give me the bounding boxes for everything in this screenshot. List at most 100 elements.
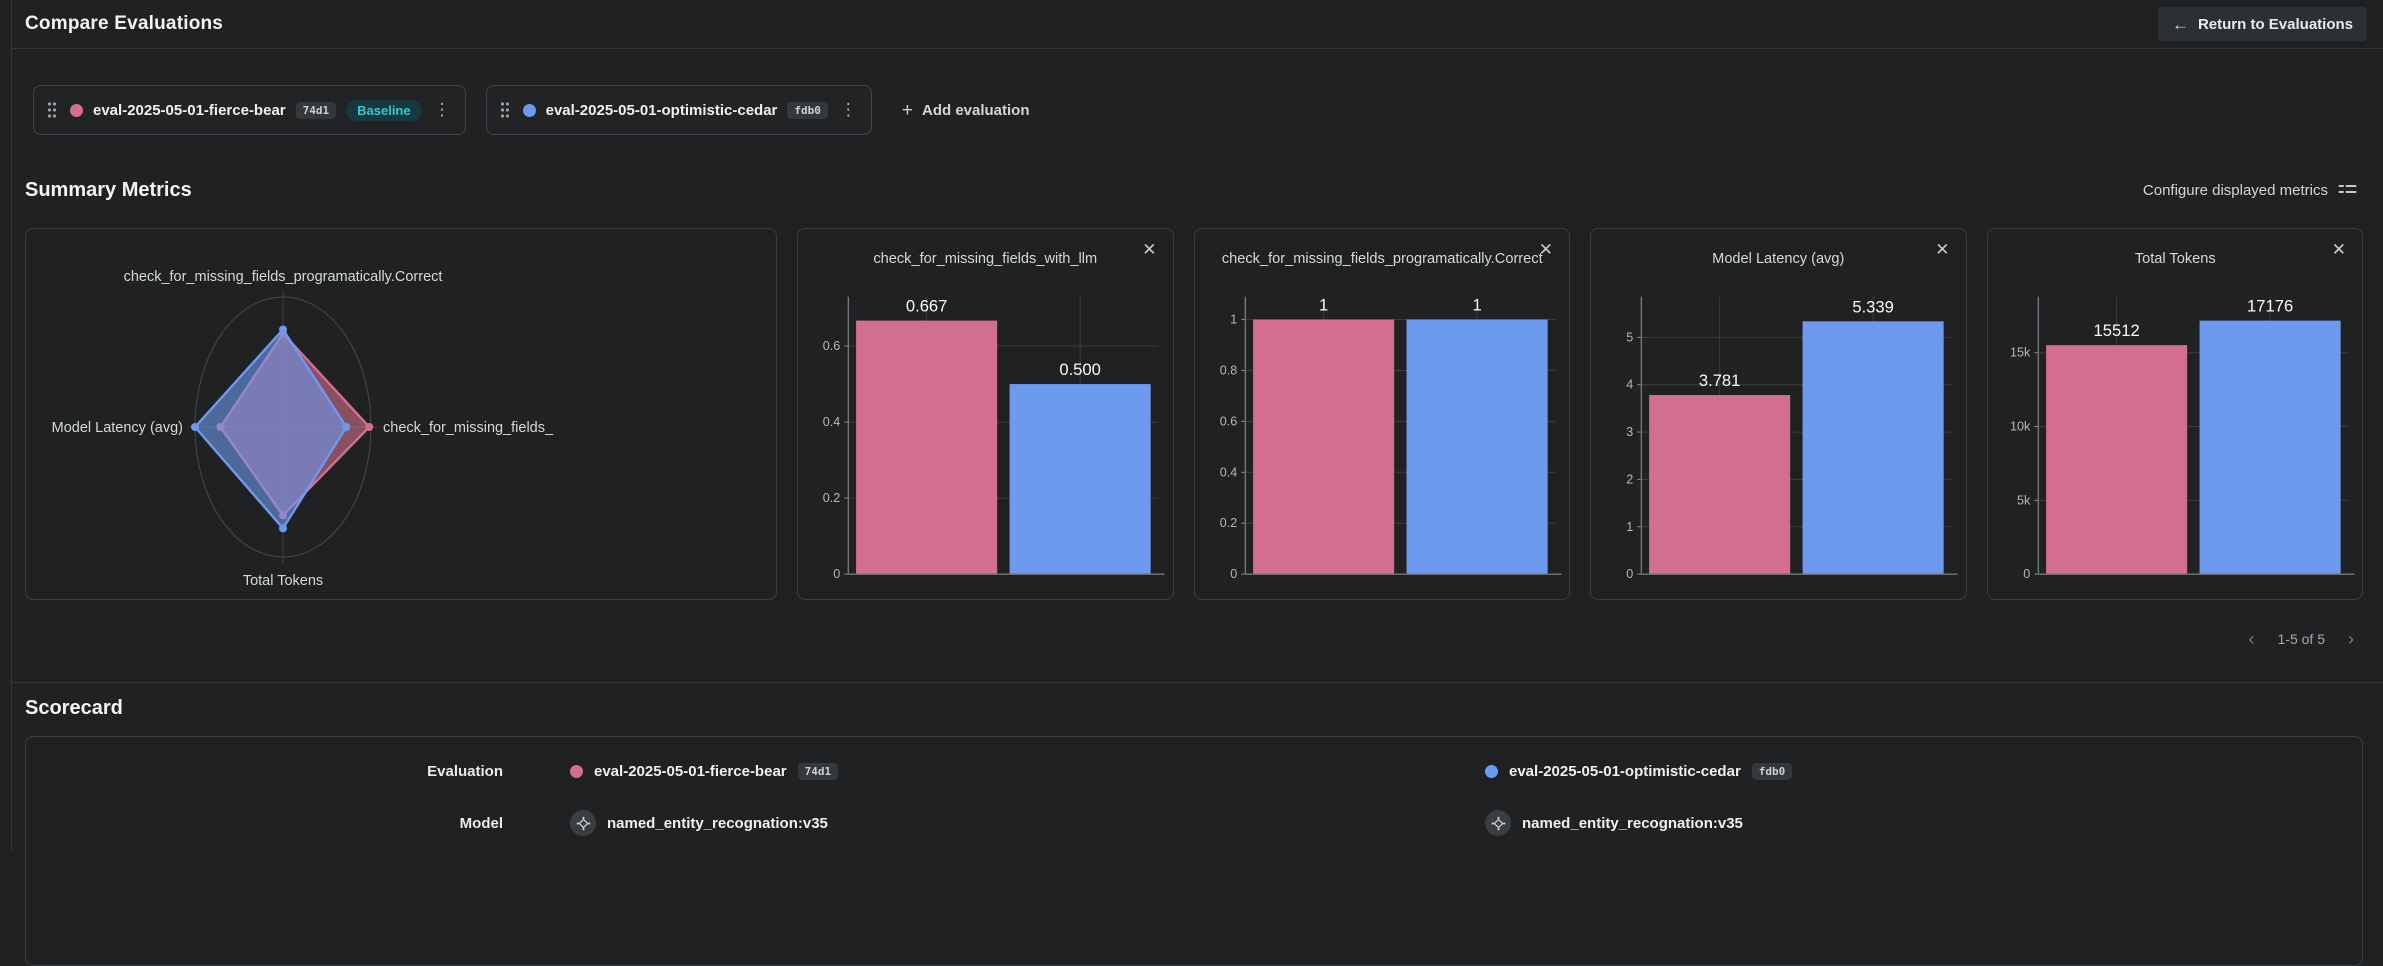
pagination-label: 1-5 of 5 bbox=[2277, 631, 2325, 647]
svg-text:Total Tokens: Total Tokens bbox=[2134, 251, 2215, 267]
scorecard-eval-compare[interactable]: eval-2025-05-01-optimistic-cedar fdb0 bbox=[1428, 762, 2362, 780]
return-button-label: Return to Evaluations bbox=[2197, 15, 2353, 33]
eval-name: eval-2025-05-01-optimistic-cedar bbox=[545, 101, 778, 119]
return-to-evaluations-button[interactable]: ← Return to Evaluations bbox=[2157, 7, 2367, 41]
compare-evaluations-page: Compare Evaluations ← Return to Evaluati… bbox=[12, 0, 2383, 966]
svg-text:1: 1 bbox=[1472, 297, 1481, 315]
eval-id-badge: fdb0 bbox=[787, 101, 828, 119]
svg-text:1: 1 bbox=[1230, 313, 1237, 327]
model-name: named_entity_recognation:v35 bbox=[1522, 814, 1743, 832]
scorecard-row-evaluation: Evaluation eval-2025-05-01-fierce-bear 7… bbox=[26, 745, 2362, 797]
model-icon bbox=[570, 810, 596, 836]
scorecard-model-compare[interactable]: named_entity_recognation:v35 bbox=[1428, 810, 2362, 836]
row-label: Model bbox=[459, 814, 503, 832]
drag-handle-icon[interactable] bbox=[44, 99, 60, 121]
svg-text:15k: 15k bbox=[2010, 346, 2031, 360]
svg-text:0.6: 0.6 bbox=[1219, 414, 1237, 428]
svg-text:check_for_missing_fields_progr: check_for_missing_fields_programatically… bbox=[1221, 251, 1542, 267]
svg-text:0.4: 0.4 bbox=[1219, 465, 1237, 479]
chevron-left-icon[interactable]: ‹ bbox=[2248, 629, 2255, 649]
svg-text:5k: 5k bbox=[2016, 493, 2030, 507]
summary-metrics-title: Summary Metrics bbox=[25, 179, 192, 201]
svg-text:0: 0 bbox=[833, 567, 840, 581]
close-icon[interactable]: ✕ bbox=[1931, 239, 1953, 260]
drag-handle-icon[interactable] bbox=[497, 99, 513, 121]
svg-text:0.2: 0.2 bbox=[823, 491, 841, 505]
bar-chart: Model Latency (avg) 0 1 2 3 4 5 3.781 5.339 bbox=[1591, 229, 1966, 599]
section-divider bbox=[12, 682, 2383, 683]
row-label: Evaluation bbox=[427, 762, 503, 780]
scorecard-panel: Evaluation eval-2025-05-01-fierce-bear 7… bbox=[25, 736, 2363, 966]
svg-text:10k: 10k bbox=[2010, 420, 2031, 434]
svg-text:0.500: 0.500 bbox=[1059, 361, 1101, 379]
eval-name: eval-2025-05-01-optimistic-cedar bbox=[1509, 762, 1741, 780]
close-icon[interactable]: ✕ bbox=[1138, 239, 1160, 260]
plus-icon: + bbox=[901, 99, 913, 121]
svg-text:1: 1 bbox=[1319, 297, 1328, 315]
baseline-badge: Baseline bbox=[346, 99, 422, 121]
svg-text:5: 5 bbox=[1626, 330, 1633, 344]
svg-text:0.667: 0.667 bbox=[906, 298, 948, 316]
svg-text:Total Tokens: Total Tokens bbox=[243, 573, 323, 589]
model-icon bbox=[1485, 810, 1511, 836]
scorecard-model-baseline[interactable]: named_entity_recognation:v35 bbox=[513, 810, 1428, 836]
radar-chart-card: check_for_missing_fields_programatically… bbox=[25, 228, 777, 600]
svg-text:4: 4 bbox=[1626, 378, 1633, 392]
page-title: Compare Evaluations bbox=[25, 13, 224, 34]
eval-color-dot bbox=[570, 764, 583, 778]
svg-text:2: 2 bbox=[1626, 472, 1633, 486]
eval-color-dot bbox=[1485, 764, 1498, 778]
add-evaluation-button[interactable]: + Add evaluation bbox=[892, 95, 1040, 126]
eval-name: eval-2025-05-01-fierce-bear bbox=[93, 101, 286, 119]
summary-metric-cards: check_for_missing_fields_programatically… bbox=[25, 228, 2363, 600]
add-evaluation-label: Add evaluation bbox=[922, 101, 1030, 119]
kebab-menu-icon[interactable]: ⋮ bbox=[839, 100, 857, 119]
close-icon[interactable]: ✕ bbox=[2328, 239, 2350, 260]
scorecard-title: Scorecard bbox=[25, 697, 123, 719]
metric-card-model-latency: ✕ Model Latency (avg) 0 1 2 3 4 5 3.781 5.339 bbox=[1590, 228, 1967, 600]
bar-chart: Total Tokens 0 5k 10k 15k 15512 17176 bbox=[1988, 229, 2363, 599]
eval-name: eval-2025-05-01-fierce-bear bbox=[594, 762, 787, 780]
configure-label: Configure displayed metrics bbox=[2142, 182, 2328, 199]
svg-text:check_for_missing_fields_progr: check_for_missing_fields_programatically… bbox=[124, 269, 443, 285]
svg-text:0: 0 bbox=[1626, 567, 1633, 581]
svg-text:0.4: 0.4 bbox=[823, 415, 841, 429]
metric-card-check-for-missing-fields-with-llm: ✕ check_for_missing_fields_with_llm 0 0.2 0… bbox=[797, 228, 1174, 600]
scorecard-eval-baseline[interactable]: eval-2025-05-01-fierce-bear 74d1 bbox=[513, 762, 1428, 780]
back-arrow-icon: ← bbox=[2171, 14, 2189, 34]
evaluation-chip-baseline[interactable]: eval-2025-05-01-fierce-bear 74d1 Baselin… bbox=[33, 85, 466, 135]
evaluation-chip-compare[interactable]: eval-2025-05-01-optimistic-cedar fdb0 ⋮ bbox=[485, 85, 872, 135]
kebab-menu-icon[interactable]: ⋮ bbox=[433, 100, 451, 119]
eval-id-badge: fdb0 bbox=[1751, 762, 1793, 780]
svg-text:Model Latency (avg): Model Latency (avg) bbox=[52, 420, 183, 436]
summary-metrics-header: Summary Metrics Configure displayed metr… bbox=[25, 179, 2363, 202]
eval-id-badge: 74d1 bbox=[295, 101, 337, 119]
metrics-pagination: ‹ 1-5 of 5 › bbox=[12, 628, 2359, 650]
scorecard-row-model: Model named_entity_recognation:v35 bbox=[26, 797, 2362, 849]
bar-chart: check_for_missing_fields_with_llm 0 0.2 0.4… bbox=[798, 229, 1173, 599]
metric-card-total-tokens: ✕ Total Tokens 0 5k 10k 15k 15512 17176 bbox=[1986, 228, 2363, 600]
metric-card-check-for-missing-fields-programatically: ✕ check_for_missing_fields_programatical… bbox=[1193, 228, 1570, 600]
eval-color-dot bbox=[70, 103, 83, 117]
bar-chart: check_for_missing_fields_programatically… bbox=[1195, 229, 1570, 599]
svg-text:check_for_missing_fields_with_: check_for_missing_fields_with_llm bbox=[873, 251, 1097, 267]
chevron-right-icon[interactable]: › bbox=[2348, 629, 2354, 649]
eval-color-dot bbox=[522, 103, 536, 117]
svg-text:1: 1 bbox=[1626, 520, 1633, 534]
configure-displayed-metrics-button[interactable]: Configure displayed metrics bbox=[2137, 180, 2363, 202]
page-header: Compare Evaluations ← Return to Evaluati… bbox=[12, 0, 2383, 49]
model-name: named_entity_recognation:v35 bbox=[607, 814, 828, 832]
eval-id-badge: 74d1 bbox=[797, 762, 839, 780]
svg-text:3.781: 3.781 bbox=[1699, 372, 1741, 390]
evaluation-chips-row: eval-2025-05-01-fierce-bear 74d1 Baselin… bbox=[33, 85, 2363, 135]
svg-text:3: 3 bbox=[1626, 425, 1633, 439]
svg-text:15512: 15512 bbox=[2093, 322, 2139, 340]
left-rail-divider bbox=[0, 0, 12, 851]
svg-text:0: 0 bbox=[2023, 567, 2030, 581]
svg-text:Model Latency (avg): Model Latency (avg) bbox=[1712, 251, 1844, 267]
close-icon[interactable]: ✕ bbox=[1535, 239, 1557, 260]
svg-text:0.6: 0.6 bbox=[823, 339, 841, 353]
svg-text:0.8: 0.8 bbox=[1219, 364, 1237, 378]
svg-text:check_for_missing_fields_: check_for_missing_fields_ bbox=[383, 420, 554, 436]
configure-metrics-icon bbox=[2338, 181, 2357, 201]
